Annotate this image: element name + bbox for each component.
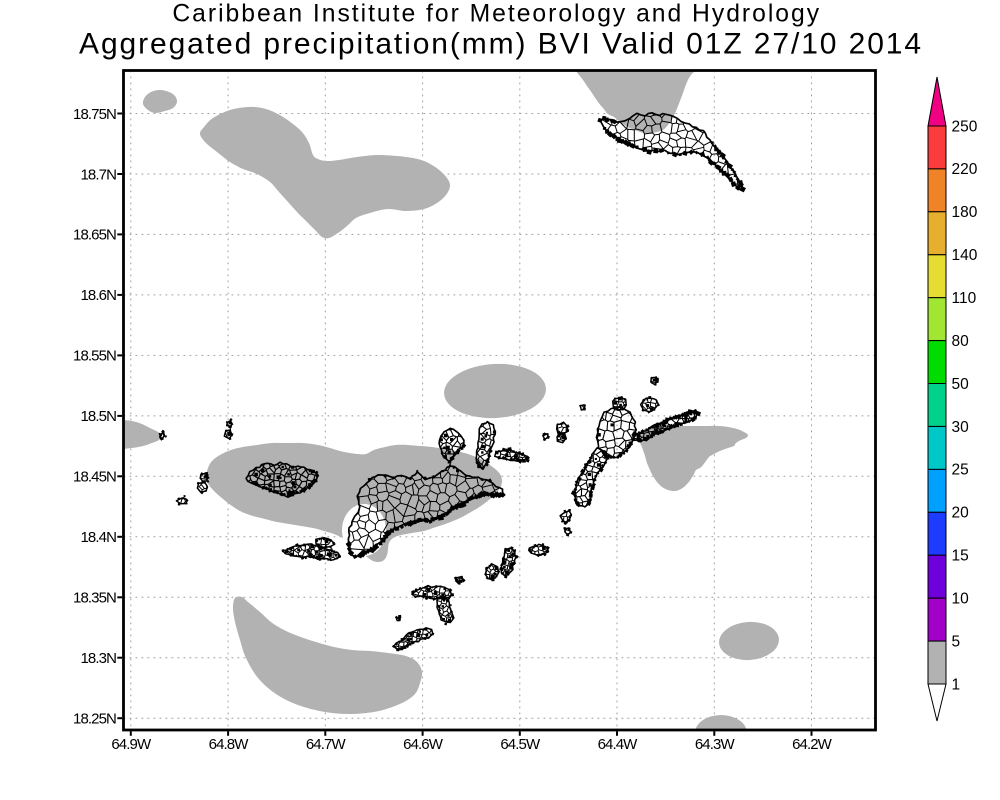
svg-text:64.8W: 64.8W — [209, 736, 250, 753]
svg-text:64.5W: 64.5W — [500, 736, 541, 753]
svg-text:15: 15 — [952, 548, 969, 565]
svg-text:80: 80 — [952, 333, 970, 350]
svg-text:64.9W: 64.9W — [111, 736, 152, 753]
svg-text:10: 10 — [952, 591, 970, 608]
svg-text:250: 250 — [952, 118, 978, 135]
svg-text:64.3W: 64.3W — [695, 736, 736, 753]
svg-text:18.7N: 18.7N — [80, 166, 116, 183]
svg-text:Caribbean Institute for Meteor: Caribbean Institute for Meteorology and … — [172, 1, 821, 28]
svg-text:18.55N: 18.55N — [73, 348, 116, 365]
svg-text:25: 25 — [952, 462, 969, 479]
svg-text:20: 20 — [952, 505, 970, 522]
svg-text:18.45N: 18.45N — [73, 469, 116, 486]
svg-text:18.6N: 18.6N — [80, 287, 116, 304]
svg-text:18.3N: 18.3N — [80, 650, 116, 667]
svg-text:64.2W: 64.2W — [792, 736, 833, 753]
svg-text:18.25N: 18.25N — [73, 711, 116, 728]
svg-text:64.4W: 64.4W — [598, 736, 639, 753]
svg-text:220: 220 — [952, 161, 978, 178]
svg-text:30: 30 — [952, 419, 970, 436]
svg-text:18.5N: 18.5N — [80, 408, 116, 425]
svg-text:Aggregated precipitation(mm) B: Aggregated precipitation(mm) BVI Valid 0… — [79, 27, 923, 60]
svg-text:64.7W: 64.7W — [306, 736, 347, 753]
svg-text:1: 1 — [952, 676, 961, 693]
svg-text:110: 110 — [952, 290, 977, 307]
svg-text:64.6W: 64.6W — [403, 736, 444, 753]
svg-text:180: 180 — [952, 204, 978, 221]
svg-text:140: 140 — [952, 247, 978, 264]
svg-text:18.75N: 18.75N — [73, 106, 116, 123]
svg-text:18.65N: 18.65N — [73, 227, 116, 244]
svg-text:18.35N: 18.35N — [73, 590, 116, 607]
svg-text:5: 5 — [952, 633, 961, 650]
svg-text:50: 50 — [952, 376, 970, 393]
svg-text:18.4N: 18.4N — [80, 529, 116, 546]
